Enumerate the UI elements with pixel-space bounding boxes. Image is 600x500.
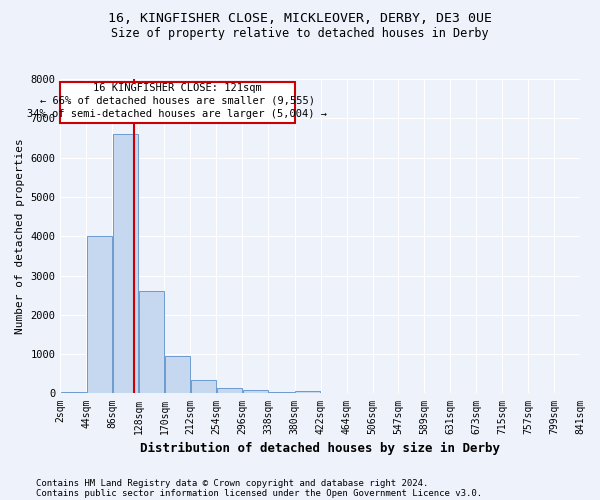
Bar <box>191 380 217 394</box>
Text: 16, KINGFISHER CLOSE, MICKLEOVER, DERBY, DE3 0UE: 16, KINGFISHER CLOSE, MICKLEOVER, DERBY,… <box>108 12 492 26</box>
Text: 16 KINGFISHER CLOSE: 121sqm: 16 KINGFISHER CLOSE: 121sqm <box>93 82 262 92</box>
Y-axis label: Number of detached properties: Number of detached properties <box>15 138 25 334</box>
Bar <box>295 391 320 394</box>
Bar <box>61 392 86 394</box>
X-axis label: Distribution of detached houses by size in Derby: Distribution of detached houses by size … <box>140 442 500 455</box>
Bar <box>242 390 268 394</box>
Bar <box>269 392 295 394</box>
Text: Contains HM Land Registry data © Crown copyright and database right 2024.: Contains HM Land Registry data © Crown c… <box>36 478 428 488</box>
Text: Contains public sector information licensed under the Open Government Licence v3: Contains public sector information licen… <box>36 488 482 498</box>
Text: 34% of semi-detached houses are larger (5,004) →: 34% of semi-detached houses are larger (… <box>28 109 328 119</box>
FancyBboxPatch shape <box>61 82 295 124</box>
Bar <box>217 388 242 394</box>
Bar <box>113 134 138 394</box>
Bar <box>164 356 190 394</box>
Text: Size of property relative to detached houses in Derby: Size of property relative to detached ho… <box>111 28 489 40</box>
Text: ← 66% of detached houses are smaller (9,555): ← 66% of detached houses are smaller (9,… <box>40 96 315 106</box>
Bar <box>139 292 164 394</box>
Bar <box>86 236 112 394</box>
